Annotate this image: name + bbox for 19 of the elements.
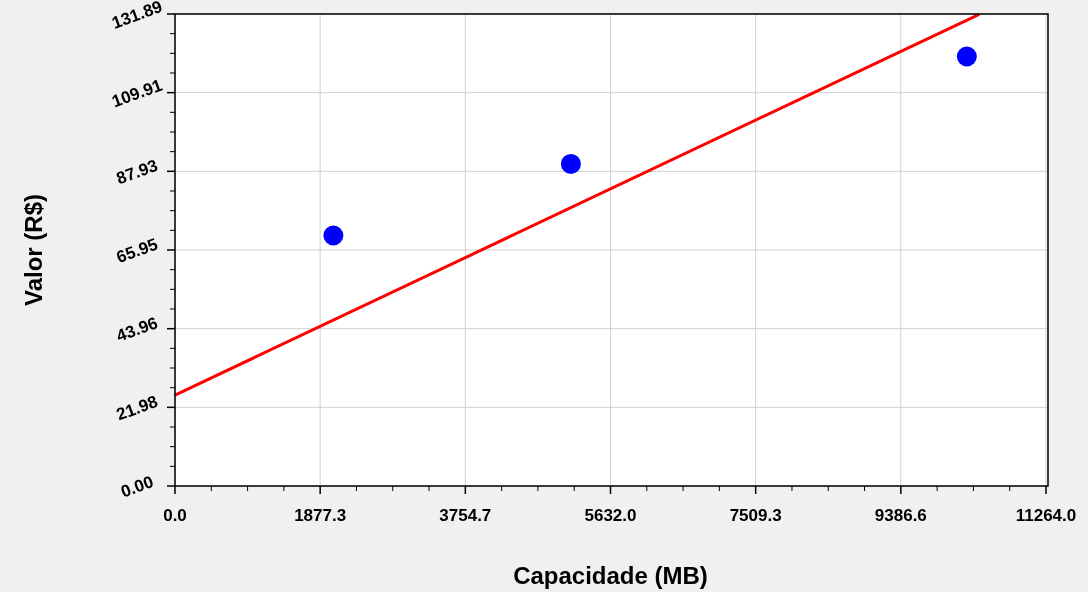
x-tick-label: 1877.3 <box>294 506 347 525</box>
x-axis-title: Capacidade (MB) <box>513 562 708 589</box>
x-tick-label: 7509.3 <box>729 506 782 525</box>
point <box>560 153 581 174</box>
y-tick-label: 21.98 <box>113 391 161 425</box>
x-tick-label: 0.0 <box>163 506 187 525</box>
y-tick-label: 0.00 <box>118 472 156 502</box>
point <box>323 225 344 246</box>
y-axis-title: Valor (R$) <box>20 193 47 307</box>
point <box>956 46 977 67</box>
y-tick-label: 87.93 <box>113 155 161 189</box>
y-tick-label: 131.89 <box>109 0 165 33</box>
x-tick-label: 5632.0 <box>584 506 637 525</box>
x-tick-label: 3754.7 <box>439 506 492 525</box>
x-tick-label: 11264.0 <box>1015 506 1077 525</box>
x-tick-label: 9386.6 <box>874 506 927 525</box>
y-tick-label: 43.96 <box>113 313 161 346</box>
y-tick-label: 65.95 <box>113 234 161 268</box>
y-tick-label: 109.91 <box>109 75 165 112</box>
